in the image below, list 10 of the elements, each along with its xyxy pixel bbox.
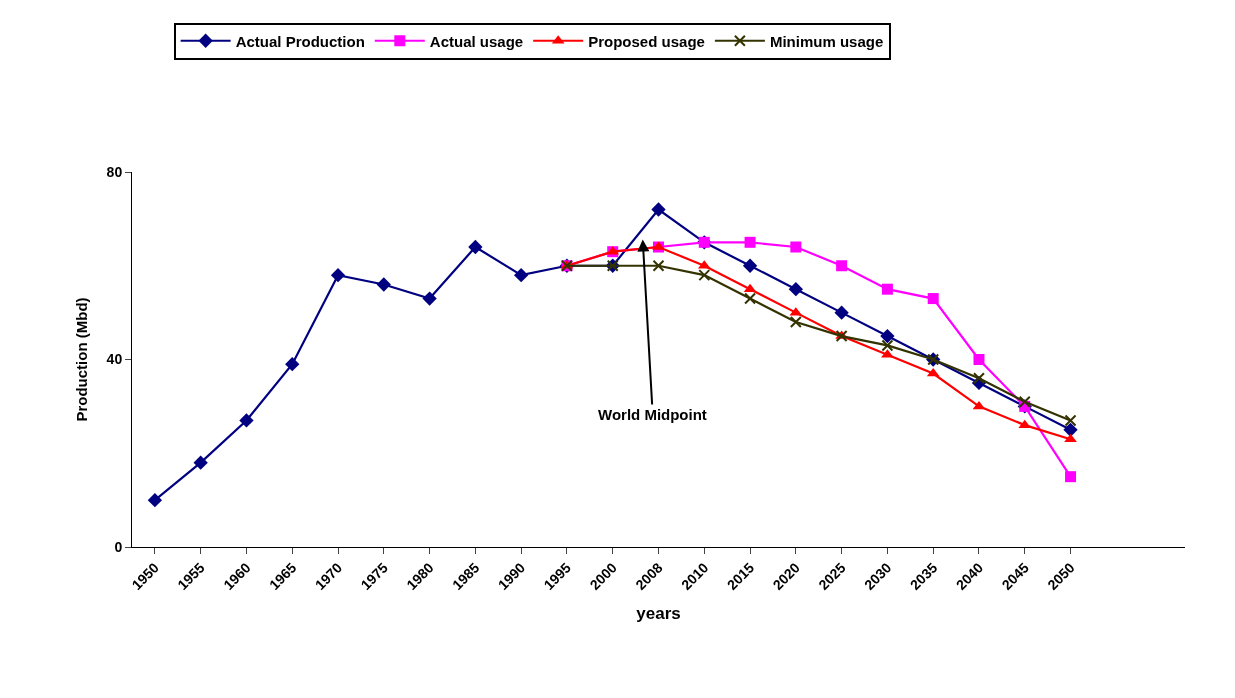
annotation: World Midpoint	[598, 406, 707, 423]
y-tick-label: 40	[106, 351, 123, 368]
y-axis-title: Production (Mbd)	[72, 297, 90, 422]
legend-label: Proposed usage	[588, 32, 705, 50]
y-tick-label: 0	[114, 538, 123, 555]
legend-label: Actual usage	[429, 32, 524, 50]
y-tick-label: 80	[106, 163, 123, 180]
x-axis-title: years	[636, 604, 681, 624]
legend-label: Minimum usage	[769, 32, 884, 50]
legend-label: Actual Production	[235, 32, 365, 50]
